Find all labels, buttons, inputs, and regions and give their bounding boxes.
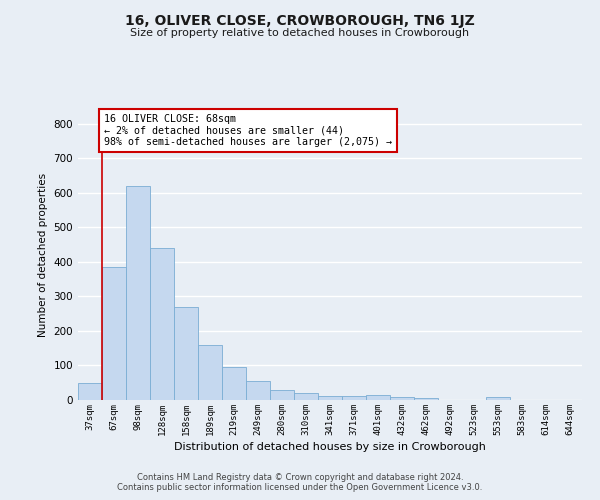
Bar <box>414 398 438 400</box>
Bar <box>102 267 126 400</box>
Bar <box>294 393 318 400</box>
Text: 16 OLIVER CLOSE: 68sqm
← 2% of detached houses are smaller (44)
98% of semi-deta: 16 OLIVER CLOSE: 68sqm ← 2% of detached … <box>104 114 392 148</box>
Bar <box>150 248 174 400</box>
Text: Size of property relative to detached houses in Crowborough: Size of property relative to detached ho… <box>130 28 470 38</box>
Bar <box>222 367 246 400</box>
Text: Contains HM Land Registry data © Crown copyright and database right 2024.
Contai: Contains HM Land Registry data © Crown c… <box>118 473 482 492</box>
Bar <box>342 396 366 400</box>
Bar <box>390 397 414 400</box>
Bar <box>246 381 270 400</box>
Bar <box>366 395 390 400</box>
Y-axis label: Number of detached properties: Number of detached properties <box>38 173 48 337</box>
Bar <box>78 382 102 400</box>
Bar <box>126 186 150 400</box>
Bar <box>198 346 222 400</box>
Text: 16, OLIVER CLOSE, CROWBOROUGH, TN6 1JZ: 16, OLIVER CLOSE, CROWBOROUGH, TN6 1JZ <box>125 14 475 28</box>
Bar <box>318 396 342 400</box>
Bar <box>270 390 294 400</box>
X-axis label: Distribution of detached houses by size in Crowborough: Distribution of detached houses by size … <box>174 442 486 452</box>
Bar <box>486 397 510 400</box>
Bar <box>174 308 198 400</box>
